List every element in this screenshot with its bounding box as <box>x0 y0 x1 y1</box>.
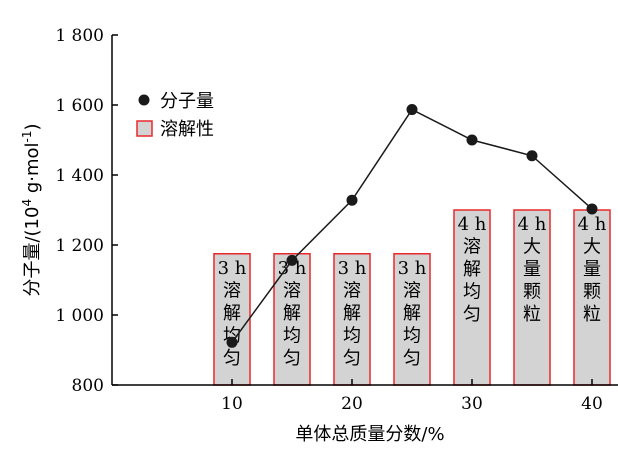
bar-label: 均 <box>463 282 481 303</box>
bar-label: 匀 <box>283 348 301 369</box>
bar-label: 颗 <box>583 282 601 303</box>
bar <box>393 253 431 386</box>
points-group <box>226 104 598 348</box>
bar-label: 量 <box>583 259 601 280</box>
y-axis-title-unit: g·mol <box>22 142 43 198</box>
legend: 分子量 溶解性 <box>136 91 214 140</box>
y-tick-label: 1 000 <box>55 306 104 326</box>
bar-label: 均 <box>343 325 361 346</box>
bar <box>513 209 551 386</box>
bar-label: 颗 <box>523 282 541 303</box>
bar-label: 3 h <box>398 258 427 279</box>
bar-label: 3 h <box>218 258 247 279</box>
bar-label: 粒 <box>583 304 601 325</box>
y-axis-title-main: 分子量/(10 <box>22 207 43 297</box>
axes-group <box>111 35 618 386</box>
y-tick-label: 1 800 <box>55 26 104 46</box>
y-ticks-group: 800 1 000 1 200 1 400 1 600 1 800 <box>55 26 118 396</box>
bar-label: 3 h <box>278 258 307 279</box>
data-point <box>286 254 298 266</box>
data-point <box>226 336 238 348</box>
x-tick-label: 40 <box>581 394 603 414</box>
bar-label: 均 <box>283 325 301 346</box>
bar-label: 3 h <box>338 258 367 279</box>
bar-label: 匀 <box>343 348 361 369</box>
bar-label: 解 <box>283 303 301 324</box>
legend-label-molecular-weight: 分子量 <box>160 91 214 112</box>
x-tick-label: 30 <box>461 394 483 414</box>
bar-label: 匀 <box>223 348 241 369</box>
bar-label: 解 <box>403 303 421 324</box>
bar-label: 溶 <box>463 237 481 258</box>
legend-label-solubility: 溶解性 <box>160 119 214 140</box>
data-point <box>466 134 478 146</box>
bar-label: 粒 <box>523 304 541 325</box>
bar-label: 溶 <box>343 280 361 301</box>
x-tick-label: 10 <box>221 394 243 414</box>
y-axis-title: 分子量/(104 g·mol-1) <box>20 123 43 296</box>
y-tick-label: 1 600 <box>55 96 104 116</box>
data-point <box>526 150 538 162</box>
bars-group <box>213 209 611 386</box>
bar-label: 均 <box>403 325 421 346</box>
data-point <box>586 203 598 215</box>
legend-circle-marker <box>138 94 150 106</box>
bar-label: 匀 <box>403 348 421 369</box>
bar-label: 溶 <box>403 280 421 301</box>
y-axis-title-close: ) <box>22 123 43 130</box>
data-point <box>406 104 418 116</box>
x-tick-label: 20 <box>341 394 363 414</box>
bar-label: 溶 <box>283 280 301 301</box>
bar <box>213 253 251 386</box>
y-tick-label: 1 200 <box>55 236 104 256</box>
bar-label: 匀 <box>463 304 481 325</box>
x-ticks-group: 10 20 30 40 <box>221 379 603 414</box>
bar-label: 解 <box>463 259 481 280</box>
bar-label: 量 <box>523 259 541 280</box>
bar-label: 解 <box>343 303 361 324</box>
bar-label: 溶 <box>223 280 241 301</box>
y-axis-title-superscript-2: -1 <box>20 131 34 143</box>
data-point <box>346 194 358 206</box>
bar-label: 大 <box>523 237 541 258</box>
bar-label: 4 h <box>518 214 547 235</box>
y-tick-label: 800 <box>72 376 104 396</box>
y-axis-title-superscript: 4 <box>20 199 34 207</box>
y-tick-label: 1 400 <box>55 166 104 186</box>
bar-label: 解 <box>223 303 241 324</box>
bar-label: 大 <box>583 237 601 258</box>
bar-label: 4 h <box>458 214 487 235</box>
legend-square-marker <box>136 120 153 137</box>
bar-label: 4 h <box>578 214 607 235</box>
x-axis-title: 单体总质量分数/% <box>295 424 444 445</box>
